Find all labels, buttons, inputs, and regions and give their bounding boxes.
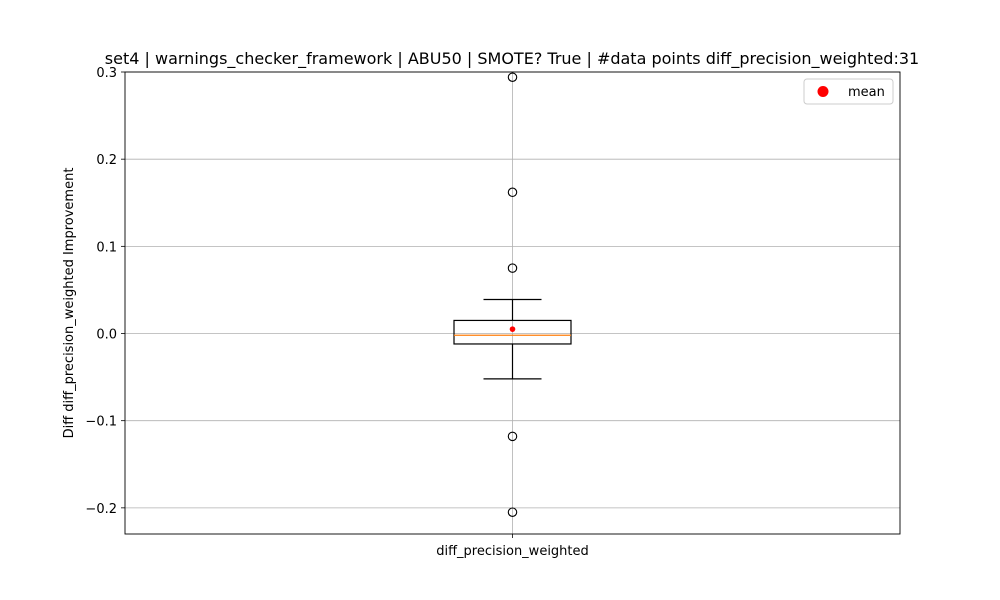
legend-box xyxy=(803,78,894,105)
y-tick-label: 0.1 xyxy=(96,240,117,255)
legend-mean-label: mean xyxy=(848,85,885,100)
legend-mean-marker xyxy=(817,86,829,97)
y-tick-label: −0.1 xyxy=(85,415,117,430)
outlier-point xyxy=(507,187,518,198)
outlier-point xyxy=(507,72,518,82)
outlier-point xyxy=(507,507,518,517)
iqr-box xyxy=(453,319,572,345)
x-tick-label: diff_precision_weighted xyxy=(436,544,589,559)
plot-frame xyxy=(124,71,901,535)
y-axis-label: Diff diff_precision_weighted Improvement xyxy=(62,168,77,439)
y-tick-label: −0.2 xyxy=(85,502,117,517)
outlier-point xyxy=(507,263,518,273)
y-tick-label: 0.3 xyxy=(96,66,117,81)
legend: mean xyxy=(803,78,894,105)
outlier-point xyxy=(507,431,518,442)
axes: −0.2 −0.1 0.0 0.1 0.2 0.3 diff_precision_weigh… xyxy=(85,66,901,559)
y-tick-label: 0.0 xyxy=(96,328,117,343)
mean-point xyxy=(509,326,516,332)
y-tick-label: 0.2 xyxy=(96,153,117,168)
chart-title: set4 | warnings_checker_framework | ABU5… xyxy=(105,49,919,69)
plot-marks xyxy=(453,72,572,517)
